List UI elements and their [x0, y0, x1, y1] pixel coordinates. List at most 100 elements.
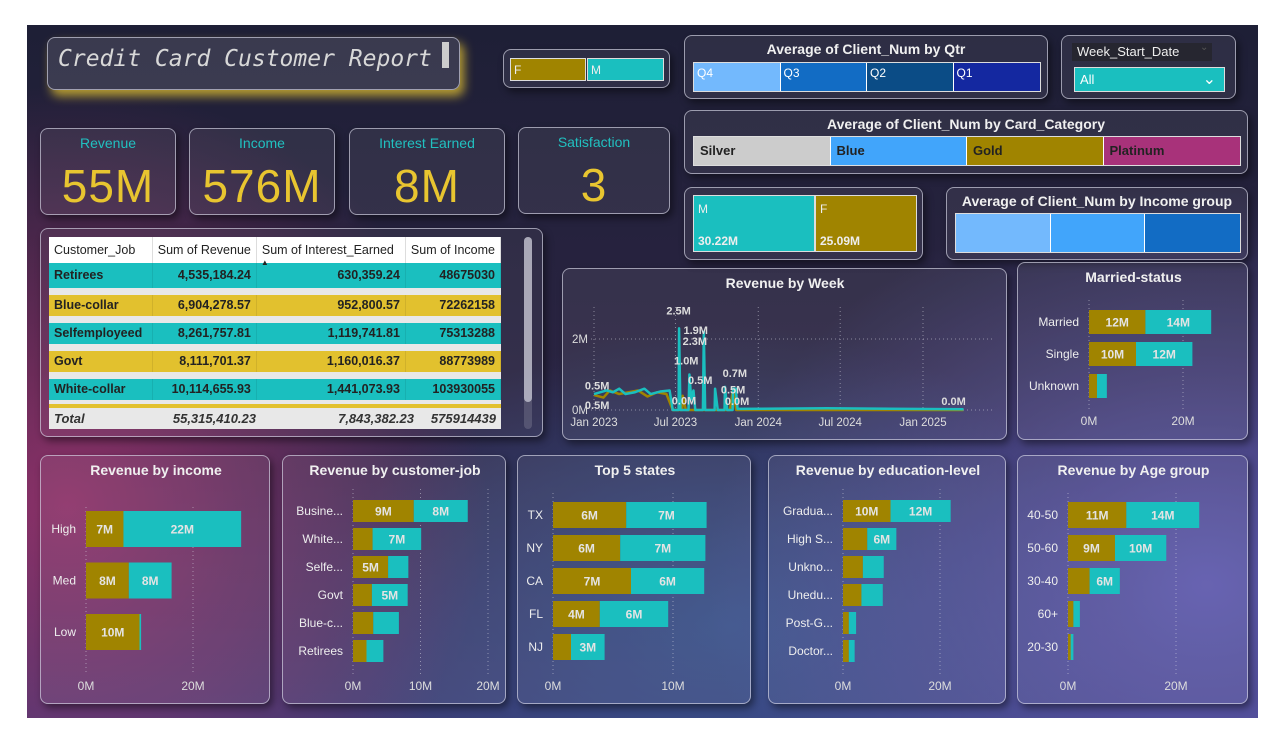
- category-label: Married: [1038, 315, 1079, 329]
- week-start-date-slicer: Week_Start_Date ⌄ All ⌄: [1061, 35, 1236, 99]
- table-viewport: Customer_Job Sum of Revenue Sum of Interes…: [49, 237, 501, 429]
- bar-segment-f: [553, 568, 631, 594]
- table-row[interactable]: White-collar 10,114,655.93 1,441,073.93 103…: [49, 375, 501, 403]
- data-label: 11M: [1086, 509, 1109, 523]
- segment-q2[interactable]: Q2: [867, 63, 954, 91]
- total-cell: Total: [54, 411, 85, 426]
- segment-blue[interactable]: Blue: [830, 137, 967, 165]
- x-tick-label: 20M: [1164, 679, 1187, 693]
- card-category-chart: Average of Client_Num by Card_Category S…: [684, 110, 1248, 174]
- category-label: Unedu...: [788, 588, 833, 602]
- segment-group-1[interactable]: [956, 214, 1051, 252]
- chart-title: Revenue by Week: [726, 275, 845, 291]
- week-start-date-dropdown[interactable]: All ⌄: [1074, 67, 1225, 92]
- segment-platinum[interactable]: Platinum: [1103, 137, 1240, 165]
- category-label: White...: [302, 532, 343, 546]
- data-label: 6M: [1096, 575, 1113, 589]
- bar-segment-m: [599, 601, 669, 627]
- chart-title: Top 5 states: [595, 462, 676, 478]
- segment-q1[interactable]: Q1: [953, 63, 1040, 91]
- data-label: 8M: [142, 574, 159, 588]
- treemap-tile-f[interactable]: F 25.09M: [815, 195, 917, 252]
- category-label: 30-40: [1027, 574, 1058, 588]
- bar-segment-f: [1068, 568, 1090, 594]
- bar-segment-f: [553, 634, 571, 660]
- segment-q3[interactable]: Q3: [780, 63, 867, 91]
- data-label: 0.5M: [585, 380, 609, 392]
- column-header[interactable]: Sum of Interest_Earned ▲: [256, 237, 406, 267]
- category-label: CA: [526, 574, 543, 588]
- data-label: 5M: [381, 589, 398, 603]
- bar-segment-m: [372, 528, 422, 550]
- category-label: Blue-c...: [299, 616, 343, 630]
- bar-segment-m: [861, 584, 883, 606]
- scrollbar-thumb[interactable]: [524, 237, 532, 402]
- bar-segment-m: [620, 535, 706, 561]
- kpi-label: Revenue: [79, 135, 137, 151]
- data-label: 10M: [101, 626, 124, 640]
- category-label: Post-G...: [786, 616, 833, 630]
- bar-segment-f: [86, 511, 124, 547]
- segment-silver[interactable]: Silver: [694, 137, 831, 165]
- kpi-interest-earned: Interest Earned 8M: [349, 128, 505, 215]
- bar-segment-f: [353, 640, 367, 662]
- category-label: Single: [1046, 347, 1080, 361]
- data-label: 12M: [909, 505, 932, 519]
- table-row[interactable]: Govt 8,111,701.37 1,160,016.37 88773989: [49, 347, 501, 375]
- bar-segment-m: [371, 584, 408, 606]
- category-label: High S...: [787, 532, 833, 546]
- slicer-label: Week_Start_Date: [1072, 43, 1212, 61]
- gender-option-f[interactable]: F: [510, 58, 586, 81]
- column-header[interactable]: Sum of Income: [405, 237, 501, 263]
- x-tick-label: 0M: [1081, 414, 1098, 428]
- table-row[interactable]: Selfemployeed 8,261,757.81 1,119,741.81 753…: [49, 319, 501, 347]
- bar-segment-f: [1068, 634, 1071, 660]
- tile-label: M: [698, 202, 708, 216]
- bar-segment-m: [1114, 535, 1167, 561]
- x-tick-label: Jul 2023: [654, 417, 697, 429]
- bar-segment-f: [843, 640, 849, 662]
- table-cell: 88773989: [405, 347, 501, 375]
- bar-segment-m: [123, 511, 242, 547]
- column-header[interactable]: Customer_Job: [49, 237, 153, 263]
- bar-segment-f: [1089, 310, 1146, 334]
- table-cell: 72262158: [405, 291, 501, 319]
- table-cell: Govt: [49, 347, 153, 375]
- table-cell: 48675030: [405, 263, 501, 291]
- category-label: Govt: [318, 588, 344, 602]
- segment-group-3[interactable]: [1145, 214, 1240, 252]
- table-cell: 8,111,701.37: [152, 347, 257, 375]
- slicer-header-chevron-icon: ⌄: [1200, 42, 1209, 53]
- kpi-label: Satisfaction: [557, 134, 631, 150]
- kpi-satisfaction: Satisfaction 3: [518, 127, 670, 214]
- column-header[interactable]: Sum of Revenue: [152, 237, 257, 263]
- married-status-chart: Married-status 0M 20M Married 12M 14M Single 10…: [1017, 262, 1248, 440]
- bar-segment-f: [1089, 374, 1097, 398]
- data-label: 10M: [855, 505, 878, 519]
- revenue-by-education-level-chart: Revenue by education-level 0M 20M Gradua...…: [768, 455, 1006, 704]
- segment-group-2[interactable]: [1050, 214, 1146, 252]
- data-label: 22M: [171, 523, 194, 537]
- table-scrollbar[interactable]: [524, 237, 532, 429]
- table-cell: 1,441,073.93: [256, 375, 406, 403]
- kpi-value: 576M: [202, 160, 322, 212]
- data-label: 3M: [579, 641, 596, 655]
- table-cell: 4,535,184.24: [152, 263, 257, 291]
- gender-option-m[interactable]: M: [587, 58, 664, 81]
- tile-label: F: [820, 202, 828, 216]
- data-label: 7M: [658, 509, 675, 523]
- qtr-chart: Average of Client_Num by Qtr Q4 Q3 Q2 Q1: [684, 35, 1048, 99]
- x-tick-label: 0M: [835, 679, 852, 693]
- category-label: Unknown: [1029, 379, 1079, 393]
- table-row[interactable]: Retirees 4,535,184.24 630,359.24 48675030: [49, 263, 501, 291]
- treemap-tile-m[interactable]: M 30.22M: [693, 195, 815, 252]
- table-cell: 1,119,741.81: [256, 319, 406, 347]
- table-row[interactable]: Blue-collar 6,904,278.57 952,800.57 7226215…: [49, 291, 501, 319]
- top-5-states-chart: Top 5 states 0M 10M TX 6M 7M NY 6M 7M CA 7M 6M FL 4M 6…: [517, 455, 751, 704]
- revenue-by-customer-job-chart: Revenue by customer-job 0M 10M 20M Busine...…: [282, 455, 506, 704]
- category-label: NJ: [528, 640, 543, 654]
- table-cell: Blue-collar: [49, 291, 153, 319]
- segment-gold[interactable]: Gold: [967, 137, 1104, 165]
- income-group-chart: Average of Client_Num by Income group: [946, 187, 1248, 260]
- segment-q4[interactable]: Q4: [694, 63, 781, 91]
